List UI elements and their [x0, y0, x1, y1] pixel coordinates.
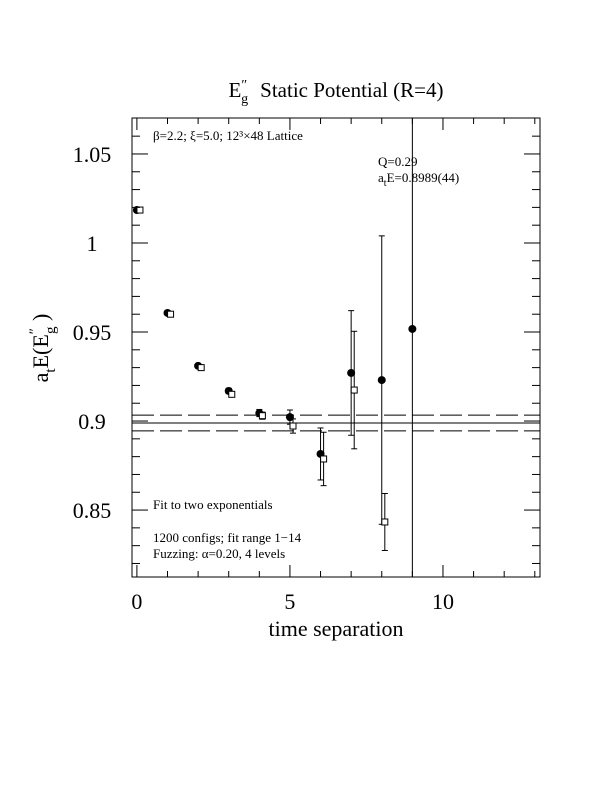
data-point: [320, 455, 328, 463]
ylabel-sub2: g: [43, 326, 59, 334]
x-axis-label: time separation: [268, 616, 403, 641]
title-symbol: E: [229, 78, 242, 102]
data-point: [381, 518, 389, 526]
plot-area: [132, 118, 540, 577]
ylabel-sub: t: [43, 368, 59, 373]
x-tick-label: 5: [284, 589, 295, 614]
plot-frame: [131, 117, 541, 578]
data-point: [258, 412, 266, 420]
title-sup: ″: [241, 78, 247, 93]
y-tick-label: 0.9: [78, 409, 106, 434]
fit-label-text: E=0.8989(44): [387, 170, 460, 185]
title-sub: g: [241, 92, 248, 107]
title-text: Static Potential (R=4): [260, 78, 443, 102]
y-tick-label: 1.05: [73, 142, 112, 167]
annotation: β=2.2; ξ=5.0; 12³×48 Lattice: [153, 128, 303, 143]
ylabel-e: E(E: [28, 334, 53, 368]
data-point: [197, 364, 205, 372]
annotation: 1200 configs; fit range 1−14: [153, 530, 302, 545]
annotation: Q=0.29: [378, 154, 417, 169]
x-tick-label: 10: [432, 589, 454, 614]
y-tick-label: 0.95: [73, 320, 112, 345]
y-axis-label: atE(E″g ): [27, 314, 59, 383]
data-point: [228, 390, 236, 398]
data-point: [289, 422, 297, 430]
ylabel-sup: ″: [27, 328, 43, 334]
fit-label: atE=0.8989(44): [378, 170, 459, 189]
annotation: Fuzzing: α=0.20, 4 levels: [153, 546, 285, 561]
y-tick-label: 1: [87, 231, 98, 256]
x-tick-label: 0: [131, 589, 142, 614]
fit-label-sub: t: [384, 178, 387, 189]
chart-title: E″ g Static Potential (R=4): [229, 78, 444, 107]
data-point: [136, 206, 144, 214]
data-point: [167, 310, 175, 318]
ylabel-close: ): [28, 314, 53, 327]
data-point: [347, 368, 356, 377]
data-point: [408, 324, 417, 333]
data-point: [350, 386, 358, 394]
fit-label-a: a: [378, 170, 384, 185]
annotation: Fit to two exponentials: [153, 497, 273, 512]
ylabel-a: a: [28, 372, 53, 382]
y-tick-label: 0.85: [73, 498, 112, 523]
data-point: [377, 376, 386, 385]
